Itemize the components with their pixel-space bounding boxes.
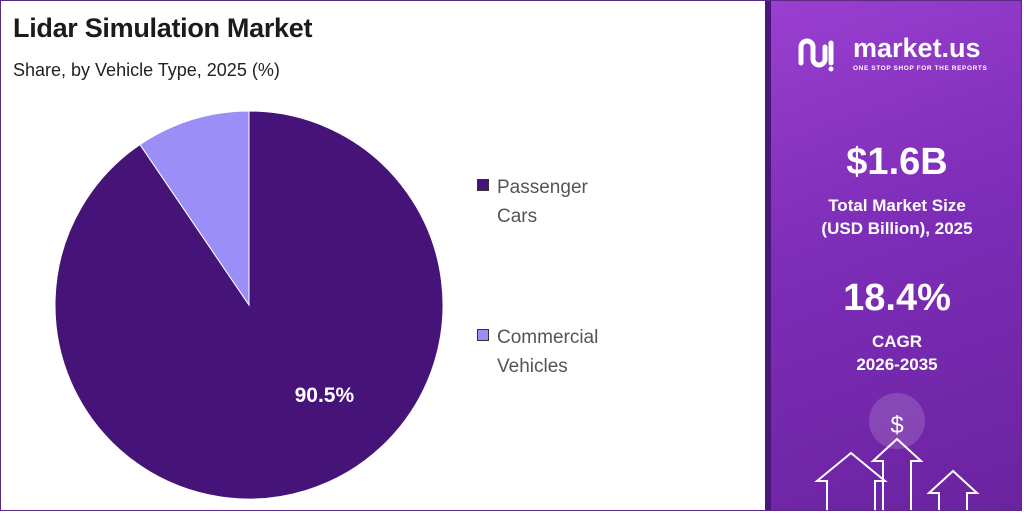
brand: market.us ONE STOP SHOP FOR THE REPORTS xyxy=(795,33,987,73)
cagr-label: CAGR xyxy=(871,332,923,351)
market-size-label-line1: Total Market Size xyxy=(828,196,966,215)
pie-chart: 90.5% xyxy=(54,110,444,500)
data-label-passenger-cars: 90.5% xyxy=(295,384,355,407)
brand-tagline: ONE STOP SHOP FOR THE REPORTS xyxy=(853,65,988,72)
legend-label-passenger-cars: Passenger Cars xyxy=(497,177,588,227)
stats-panel: market.us ONE STOP SHOP FOR THE REPORTS … xyxy=(765,1,1021,510)
market-size-label-line2: (USD Billion), 2025 xyxy=(821,219,973,238)
market-size-stat: $1.6B Total Market Size (USD Billion), 2… xyxy=(771,141,1021,240)
growth-arrows-icon: $ xyxy=(814,393,980,510)
legend-swatch-passenger-cars xyxy=(477,179,489,191)
chart-panel: Lidar Simulation Market Share, by Vehicl… xyxy=(1,1,765,510)
chart-title: Lidar Simulation Market xyxy=(13,13,313,43)
market-size-value: $1.6B xyxy=(846,141,948,183)
cagr-value: 18.4% xyxy=(843,277,951,319)
dollar-icon: $ xyxy=(890,412,903,439)
legend-swatch-commercial-vehicles xyxy=(477,329,489,341)
legend-item-passenger-cars: Passenger Cars xyxy=(477,173,617,231)
pie-slice-commercial-vehicles xyxy=(139,110,250,307)
chart-subtitle: Share, by Vehicle Type, 2025 (%) xyxy=(13,60,280,80)
market-us-logo-icon xyxy=(798,38,834,72)
brand-name: market.us xyxy=(853,33,981,63)
cagr-period: 2026-2035 xyxy=(856,355,938,374)
cagr-stat: 18.4% CAGR 2026-2035 xyxy=(771,277,1021,376)
legend-item-commercial-vehicles: Commercial Vehicles xyxy=(477,323,617,381)
legend-label-commercial-vehicles: Commercial Vehicles xyxy=(497,327,599,377)
